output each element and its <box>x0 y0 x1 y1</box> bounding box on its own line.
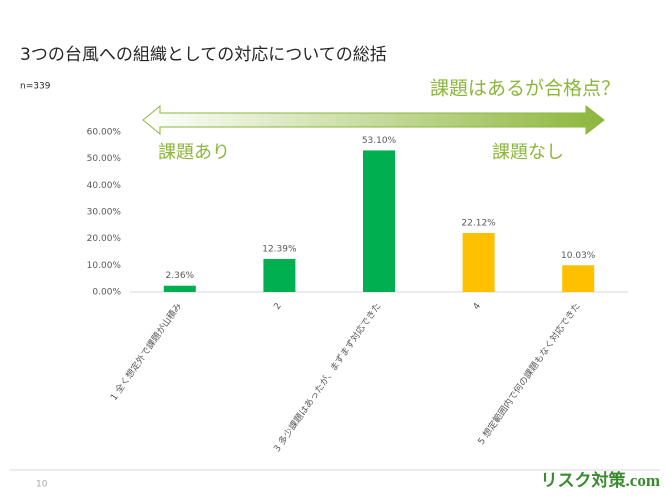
y-tick-label: 40.00% <box>87 181 122 191</box>
x-tick-label: 1 全く想定外で課題が山積み <box>108 300 185 402</box>
x-tick-label: 3 多少課題はあったが、まずまず対応できた <box>271 300 384 454</box>
bar <box>263 258 296 292</box>
bar <box>363 150 395 292</box>
value-label: 2.36% <box>166 271 195 281</box>
page-number: 10 <box>36 480 48 490</box>
x-tick-label: 5 想定範囲内で何の課題もなく対応できた <box>475 300 583 447</box>
bar <box>562 265 595 292</box>
subtitle: n=339 <box>20 82 51 92</box>
y-tick-label: 30.00% <box>87 208 122 218</box>
value-label: 53.10% <box>362 136 397 146</box>
x-tick-label: 2 <box>272 301 283 311</box>
logo: リスク対策.com <box>541 470 660 490</box>
annotation: 課題なし <box>492 142 564 163</box>
y-tick-label: 0.00% <box>92 288 121 298</box>
y-tick-label: 20.00% <box>87 234 122 244</box>
y-tick-label: 10.00% <box>87 261 122 271</box>
bar <box>163 285 196 292</box>
value-label: 22.12% <box>461 219 496 229</box>
value-label: 12.39% <box>262 244 297 254</box>
arrow <box>142 104 605 136</box>
value-label: 10.03% <box>561 251 596 261</box>
y-tick-label: 60.00% <box>87 128 122 138</box>
annotation: 課題はあるが合格点？ <box>430 78 620 100</box>
chart-title: 3つの台風への組織としての対応についての総括 <box>20 45 387 65</box>
y-tick-label: 50.00% <box>87 154 122 164</box>
annotation: 課題あり <box>158 142 230 163</box>
plot: 0.00% 10.00% 20.00% 30.00% 40.00% 50.00% 60.00… <box>87 128 628 454</box>
bar <box>462 233 495 292</box>
x-tick-label: 4 <box>472 301 484 312</box>
